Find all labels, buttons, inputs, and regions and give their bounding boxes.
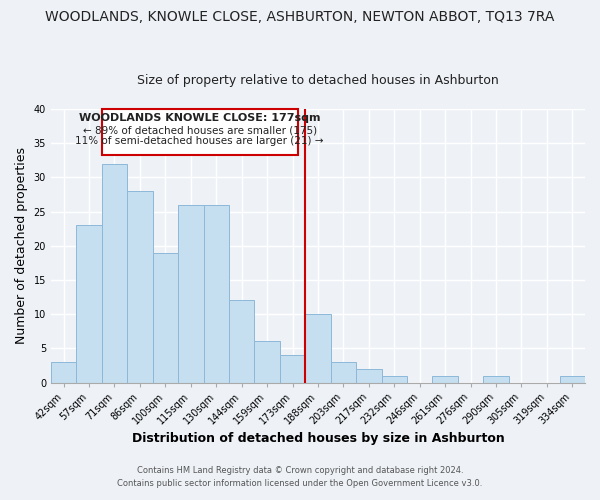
Bar xyxy=(178,204,203,382)
Bar xyxy=(382,376,407,382)
Bar xyxy=(229,300,254,382)
Bar xyxy=(254,342,280,382)
X-axis label: Distribution of detached houses by size in Ashburton: Distribution of detached houses by size … xyxy=(131,432,505,445)
FancyBboxPatch shape xyxy=(102,109,298,156)
Text: WOODLANDS, KNOWLE CLOSE, ASHBURTON, NEWTON ABBOT, TQ13 7RA: WOODLANDS, KNOWLE CLOSE, ASHBURTON, NEWT… xyxy=(46,10,554,24)
Bar xyxy=(152,252,178,382)
Bar xyxy=(331,362,356,382)
Title: Size of property relative to detached houses in Ashburton: Size of property relative to detached ho… xyxy=(137,74,499,87)
Y-axis label: Number of detached properties: Number of detached properties xyxy=(15,148,28,344)
Text: 11% of semi-detached houses are larger (21) →: 11% of semi-detached houses are larger (… xyxy=(76,136,324,146)
Bar xyxy=(280,355,305,382)
Bar xyxy=(51,362,76,382)
Text: WOODLANDS KNOWLE CLOSE: 177sqm: WOODLANDS KNOWLE CLOSE: 177sqm xyxy=(79,113,320,123)
Bar xyxy=(560,376,585,382)
Bar xyxy=(76,225,102,382)
Text: Contains HM Land Registry data © Crown copyright and database right 2024.
Contai: Contains HM Land Registry data © Crown c… xyxy=(118,466,482,487)
Bar xyxy=(127,191,152,382)
Bar xyxy=(433,376,458,382)
Bar xyxy=(102,164,127,382)
Text: ← 89% of detached houses are smaller (175): ← 89% of detached houses are smaller (17… xyxy=(83,126,317,136)
Bar xyxy=(356,369,382,382)
Bar xyxy=(305,314,331,382)
Bar xyxy=(203,204,229,382)
Bar xyxy=(483,376,509,382)
